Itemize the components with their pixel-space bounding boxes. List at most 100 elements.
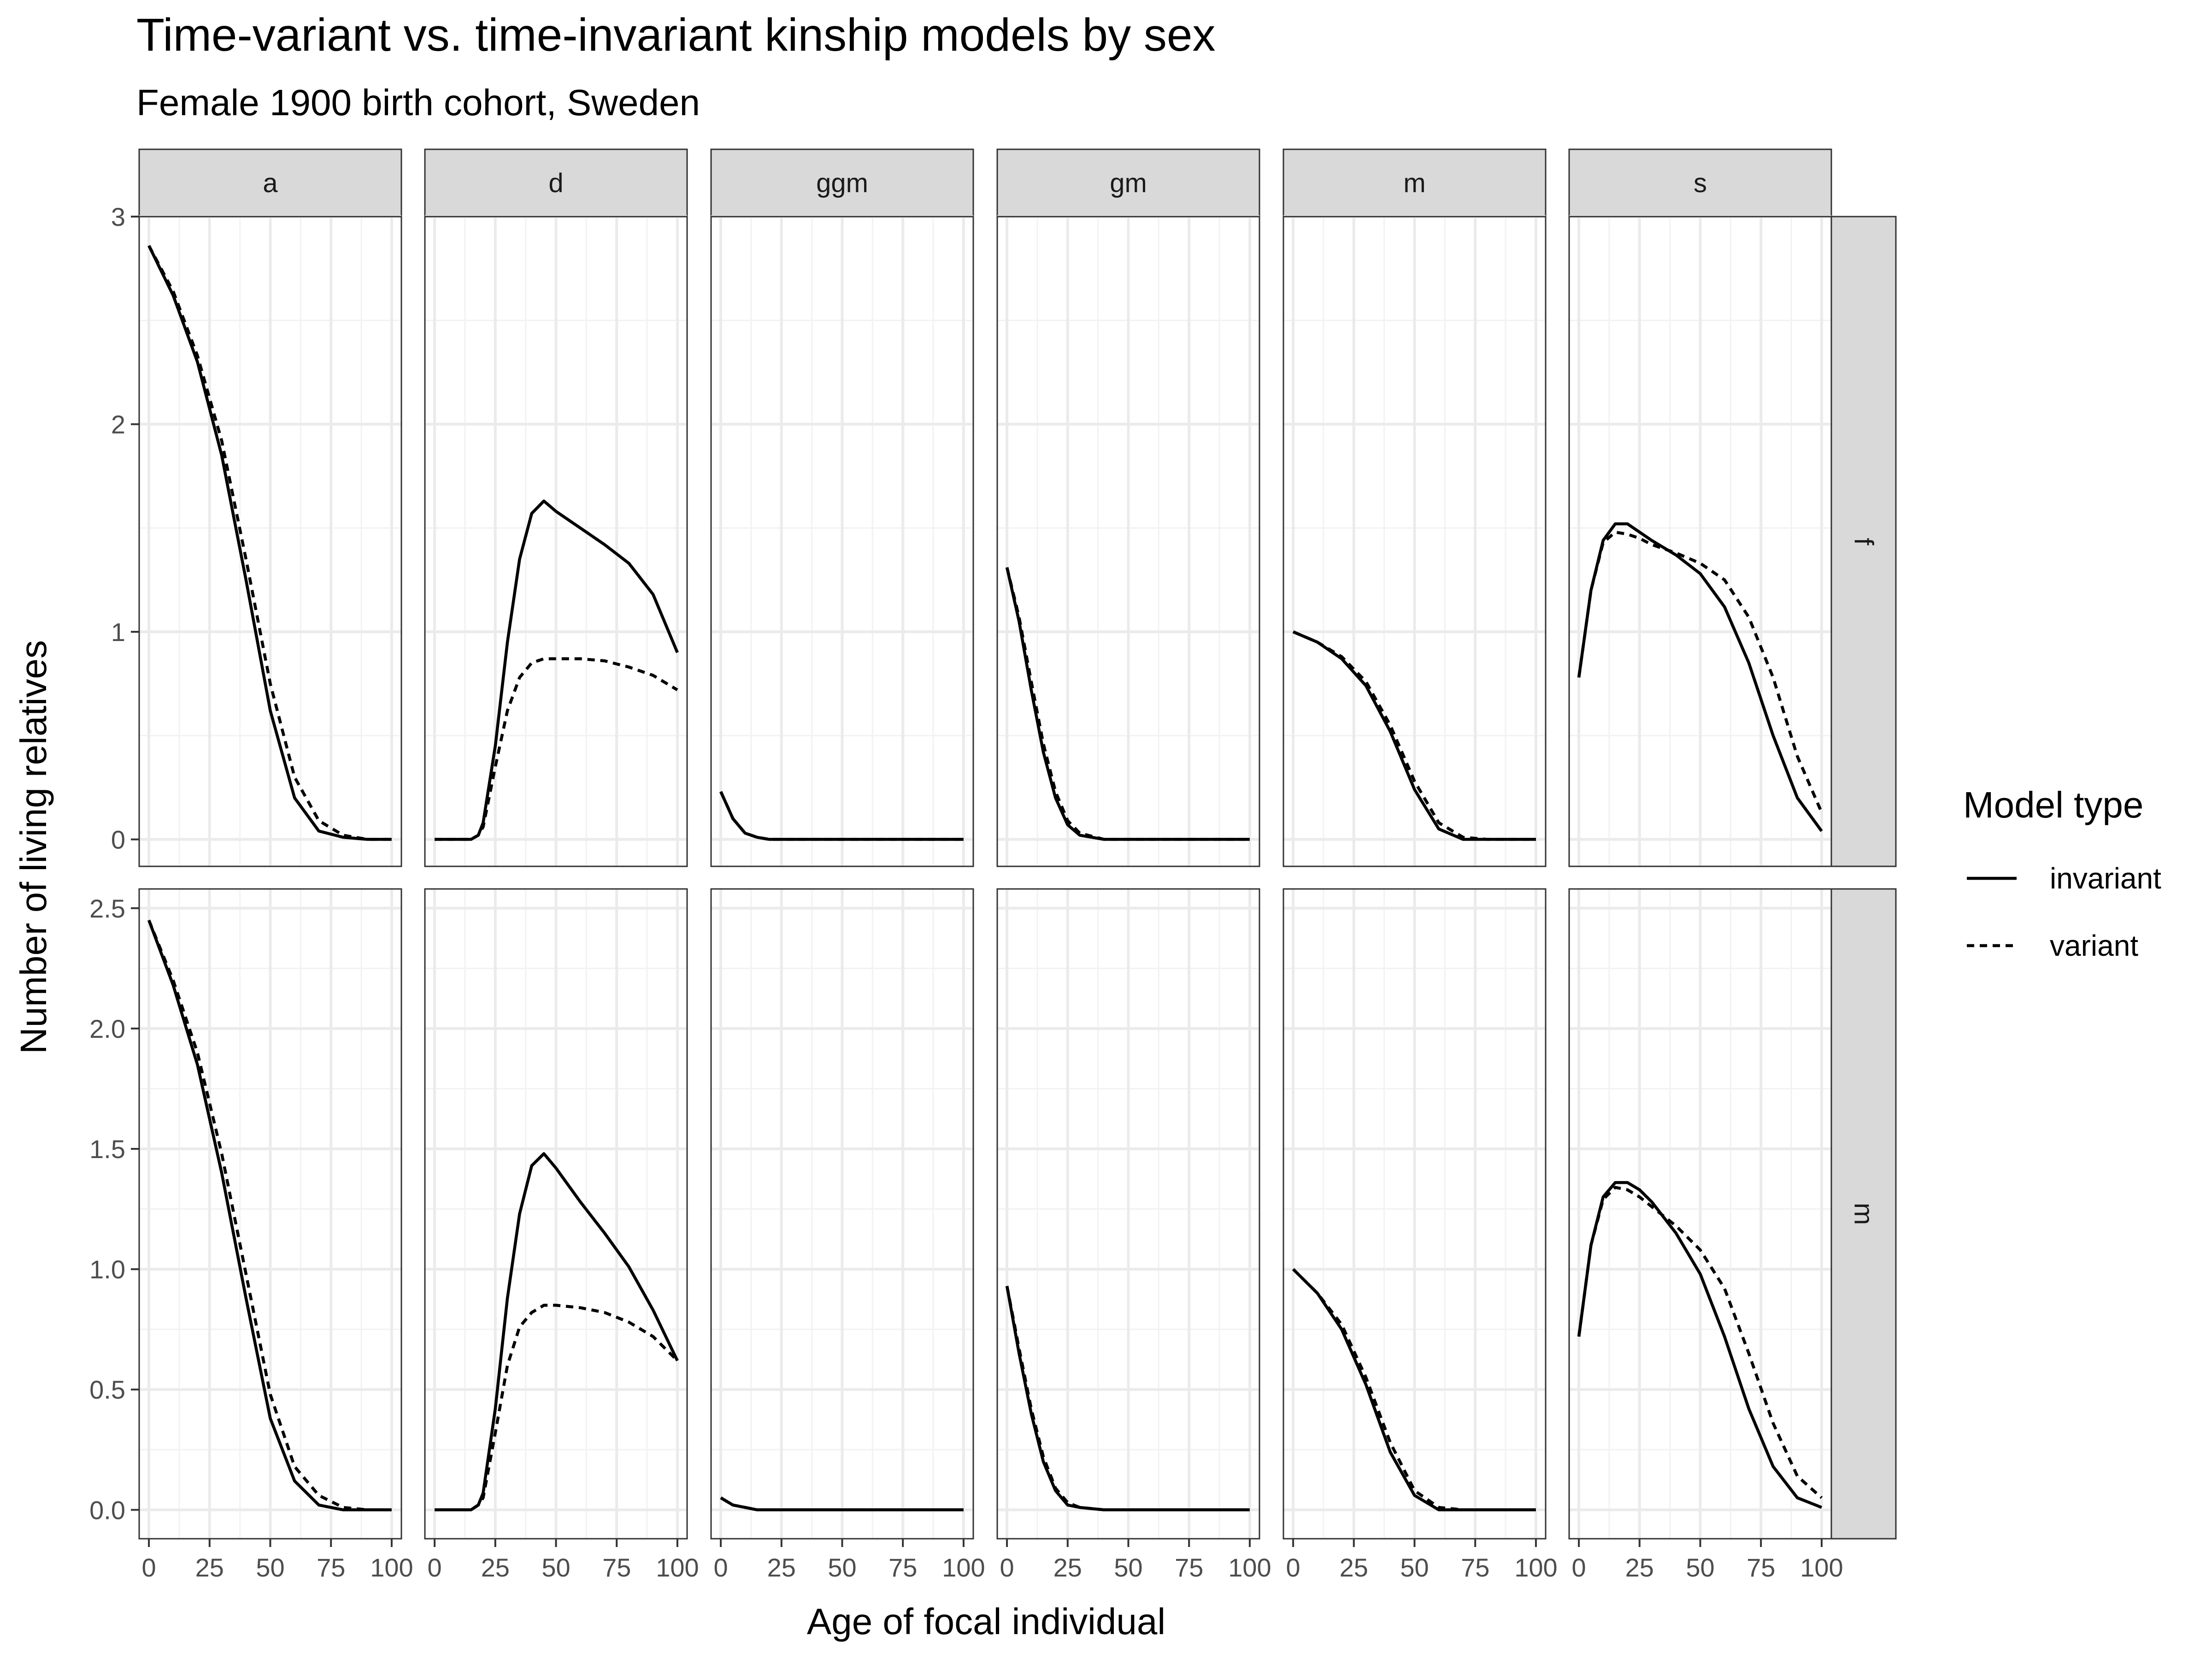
panel-border (710, 216, 974, 867)
legend-title: Model type (1963, 784, 2143, 825)
x-tick-label: 100 (1800, 1553, 1843, 1582)
panel-a-m (138, 888, 402, 1540)
facet-strip-label-ggm: ggm (816, 168, 868, 198)
panel-s-f (1568, 215, 1832, 867)
facet-strip-label-s: s (1694, 168, 1707, 198)
panel-border (138, 216, 402, 867)
x-tick-label: 100 (942, 1553, 985, 1582)
y-tick-label: 0 (111, 825, 125, 854)
x-tick-label: 25 (1625, 1553, 1654, 1582)
facet-strip-row-label-m: m (1849, 1203, 1879, 1225)
x-tick-label: 75 (1461, 1553, 1489, 1582)
facet-strip-gm (996, 148, 1260, 218)
x-tick-label: 50 (256, 1553, 284, 1582)
x-tick-label: 25 (481, 1553, 510, 1582)
x-tick-label: 75 (602, 1553, 631, 1582)
legend-label-variant: variant (2050, 929, 2138, 962)
facet-strip-row-f (1830, 216, 1897, 867)
facet-strip-d (424, 148, 688, 218)
y-tick-label: 1.5 (89, 1135, 125, 1164)
facet-strip-label-d: d (548, 168, 563, 198)
series-line-variant (1292, 630, 1536, 841)
x-tick-label: 0 (1286, 1553, 1300, 1582)
y-tick-label: 0.0 (89, 1495, 125, 1524)
x-tick-label: 100 (1228, 1553, 1271, 1582)
x-axis-label: Age of focal individual (807, 1601, 1165, 1642)
series-line-variant (1005, 567, 1250, 841)
x-tick-label: 0 (427, 1553, 441, 1582)
series-line-invariant (147, 919, 392, 1512)
y-tick-label: 2 (111, 410, 125, 439)
panel-m-m (1282, 888, 1547, 1540)
series-line-variant (719, 791, 964, 841)
series-line-variant (1292, 1268, 1536, 1512)
x-tick-label: 25 (1340, 1553, 1368, 1582)
series-line-invariant (1577, 1181, 1823, 1509)
panel-border (996, 216, 1260, 867)
y-tick-label: 2.5 (89, 894, 125, 923)
x-tick-label: 100 (656, 1553, 699, 1582)
panel-d-f (424, 215, 688, 867)
series-line-variant (1577, 1186, 1823, 1499)
x-tick-label: 75 (888, 1553, 917, 1582)
series-line-variant (147, 919, 392, 1512)
x-tick-label: 50 (1400, 1553, 1429, 1582)
axes: 0 1 2 3 0.0 0.5 1.0 1.5 2.0 2.5 0 25 50 75 100 0 25 50 75 1… (89, 202, 1843, 1582)
facet-strip-a (138, 148, 402, 218)
series-line-variant (720, 1496, 964, 1512)
y-tick-label: 1 (111, 618, 125, 647)
series-line-invariant (435, 499, 679, 841)
facet-strip-row-label-f: f (1849, 538, 1879, 546)
x-tick-label: 25 (195, 1553, 224, 1582)
x-tick-label: 25 (767, 1553, 796, 1582)
y-tick-label: 3 (111, 202, 125, 231)
facet-strip-label-m: m (1403, 168, 1425, 198)
legend-label-invariant: invariant (2050, 862, 2161, 895)
panel-ggm-m (710, 888, 974, 1540)
chart-subtitle: Female 1900 birth cohort, Sweden (136, 82, 700, 123)
y-axis-label: Number of living relatives (13, 640, 54, 1054)
series-line-invariant (147, 245, 392, 841)
x-tick-label: 100 (1514, 1553, 1557, 1582)
x-tick-label: 0 (1000, 1553, 1014, 1582)
series-line-invariant (1005, 567, 1250, 841)
facet-strip-label-gm: gm (1110, 168, 1147, 198)
x-tick-label: 75 (1747, 1553, 1775, 1582)
y-tick-label: 1.0 (89, 1255, 125, 1284)
series-line-variant (1005, 1286, 1250, 1512)
x-tick-label: 75 (317, 1553, 345, 1582)
x-tick-label: 50 (1114, 1553, 1142, 1582)
x-tick-label: 75 (1175, 1553, 1203, 1582)
x-tick-label: 0 (141, 1553, 156, 1582)
series-line-variant (435, 1304, 679, 1512)
panel-d-m (424, 888, 688, 1540)
facet-strip-ggm (710, 148, 974, 218)
x-tick-label: 0 (1571, 1553, 1586, 1582)
y-tick-label: 0.5 (89, 1375, 125, 1404)
panel-s-m (1568, 888, 1832, 1540)
y-tick-label: 2.0 (89, 1014, 125, 1043)
x-tick-label: 50 (828, 1553, 856, 1582)
panel-ggm-f (710, 215, 974, 867)
series-line-variant (147, 245, 392, 841)
legend: Model type invariant variant (1963, 784, 2161, 962)
panel-border (1568, 216, 1832, 867)
series-line-invariant (435, 1152, 679, 1512)
panel-gm-f (996, 215, 1260, 867)
panel-a-f (138, 215, 402, 867)
panel-m-f (1282, 215, 1547, 867)
facet-strip-label-a: a (263, 168, 278, 198)
x-tick-label: 50 (541, 1553, 570, 1582)
x-tick-label: 0 (713, 1553, 728, 1582)
panel-border (1282, 216, 1547, 867)
series-line-invariant (1577, 522, 1823, 832)
facet-strip-m (1282, 148, 1547, 218)
panel-border (424, 216, 688, 867)
x-tick-label: 25 (1053, 1553, 1082, 1582)
facet-panels: a d ggm gm m s f m (138, 148, 1897, 1540)
chart-title: Time-variant vs. time-invariant kinship … (136, 9, 1216, 61)
x-tick-label: 100 (370, 1553, 413, 1582)
panel-gm-m (996, 888, 1260, 1540)
facet-strip-s (1568, 148, 1832, 218)
